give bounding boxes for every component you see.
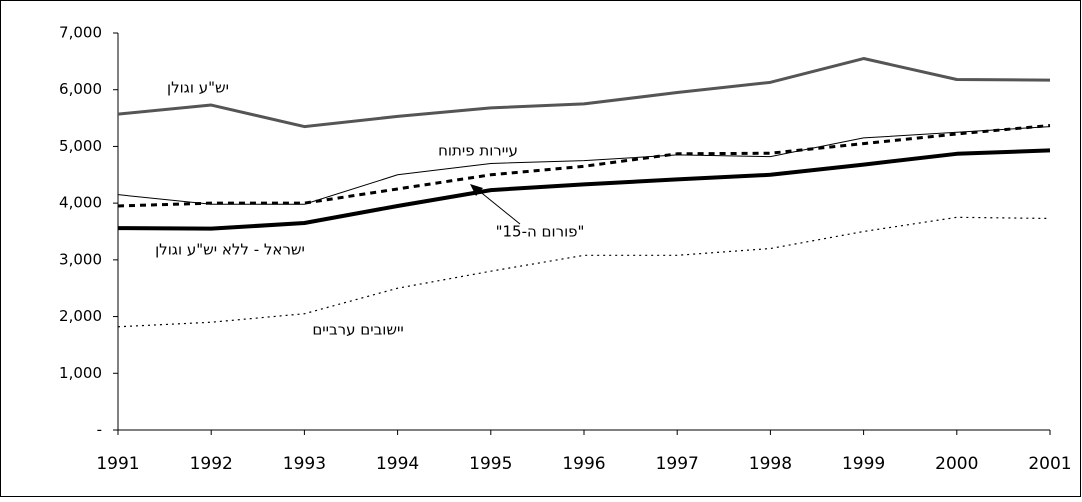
series-line [117, 148, 1051, 231]
annotation-arrowhead [470, 184, 483, 196]
y-tick-label: 4,000 [59, 194, 102, 212]
x-tick-label: 1994 [376, 454, 419, 474]
series-label: ישראל - ללא יש"ע וגולן [155, 241, 305, 259]
series-label: עיירות פיתוח [438, 142, 518, 160]
x-tick-label: 1999 [842, 454, 885, 474]
y-tick-label: 2,000 [59, 307, 102, 325]
x-tick-label: 1993 [283, 454, 326, 474]
x-tick-label: 2001 [1028, 454, 1071, 474]
x-tick-label: 1996 [562, 454, 605, 474]
y-tick-label: 5,000 [59, 137, 102, 155]
series-label: יש"ע וגולן [167, 79, 229, 97]
series-line [117, 57, 1051, 129]
y-tick-label: 1,000 [59, 364, 102, 382]
series-label: יישובים ערביים [312, 321, 403, 339]
x-tick-label: 1995 [469, 454, 512, 474]
x-tick-label: 1992 [190, 454, 233, 474]
series-line [117, 123, 1051, 208]
x-tick-label: 2000 [935, 454, 978, 474]
y-tick-label: 7,000 [59, 24, 102, 42]
y-tick-label: 3,000 [59, 250, 102, 268]
y-tick-label: 6,000 [59, 80, 102, 98]
x-tick-label: 1991 [96, 454, 139, 474]
series-label: "פורום ה-15" [496, 223, 585, 241]
annotation-arrow [477, 189, 521, 225]
x-tick-label: 1998 [749, 454, 792, 474]
x-tick-label: 1997 [656, 454, 699, 474]
y-tick-label: - [97, 421, 102, 439]
